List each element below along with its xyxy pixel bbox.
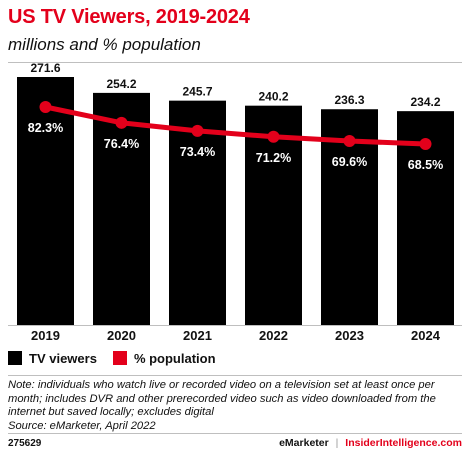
legend-label-tv-viewers: TV viewers: [29, 350, 97, 366]
footer-divider: [8, 433, 462, 434]
chart-legend: TV viewers % population: [8, 347, 232, 369]
top-divider: [8, 62, 462, 63]
x-tick-label-2020: 2020: [107, 328, 136, 340]
line-point-2020: [115, 116, 128, 129]
legend-divider: [8, 375, 462, 376]
line-population: [43, 104, 428, 147]
legend-swatch-tv-viewers: [8, 351, 22, 365]
x-tick-label-2019: 2019: [31, 328, 60, 340]
line-point-2019: [39, 101, 52, 113]
bar-value-label-2023: 236.3: [334, 93, 364, 107]
bar-value-label-2019: 271.6: [30, 61, 60, 75]
bar-2021: [169, 100, 226, 326]
bar-value-label-2024: 234.2: [410, 95, 440, 109]
legend-swatch-population: [112, 351, 127, 365]
line-point-2022: [267, 130, 280, 143]
line-value-label-2021: 73.4%: [180, 145, 215, 159]
source-text: Source: eMarketer, April 2022: [8, 419, 156, 432]
line-value-label-2020: 76.4%: [104, 137, 139, 151]
legend-label-population: % population: [133, 350, 216, 366]
line-point-2021: [191, 124, 204, 137]
bar-value-label-2020: 254.2: [106, 77, 136, 91]
brand-separator: |: [335, 437, 339, 449]
line-value-label-2019: 82.3%: [28, 121, 63, 135]
chart-subtitle: millions and % population: [8, 35, 201, 54]
x-tick-label-2022: 2022: [259, 328, 288, 340]
note-text: Note: individuals who watch live or reco…: [8, 379, 436, 419]
line-value-label-2022: 71.2%: [256, 151, 291, 165]
brand-insiderintelligence: InsiderIntelligence.com: [345, 437, 462, 449]
legend-item-population: % population: [112, 350, 216, 366]
chart-note: Note: individuals who watch live or reco…: [8, 379, 458, 433]
bar-value-label-2022: 240.2: [258, 90, 288, 104]
x-tick-label-2021: 2021: [183, 328, 212, 340]
legend-item-tv-viewers: TV viewers: [8, 351, 97, 366]
line-point-2023: [343, 135, 356, 148]
bar-value-label-2021: 245.7: [182, 85, 212, 99]
bar-2020: [93, 92, 150, 326]
x-tick-label-2024: 2024: [411, 328, 441, 340]
chart-plot: 271.6 2019 254.2 2020 245.7 2021 240.2 2022 236.…: [8, 61, 462, 340]
bar-2019: [17, 77, 74, 325]
x-tick-label-2023: 2023: [335, 328, 364, 340]
chart-title: US TV Viewers, 2019-2024: [8, 6, 250, 28]
line-value-label-2023: 69.6%: [332, 155, 367, 169]
chart-id: 275629: [8, 438, 42, 449]
line-value-label-2024: 68.5%: [408, 158, 443, 172]
line-point-2024: [419, 138, 432, 150]
brand-emarketer: eMarketer: [279, 437, 329, 449]
footer-brand: eMarketer | InsiderIntelligence.com: [279, 437, 462, 449]
